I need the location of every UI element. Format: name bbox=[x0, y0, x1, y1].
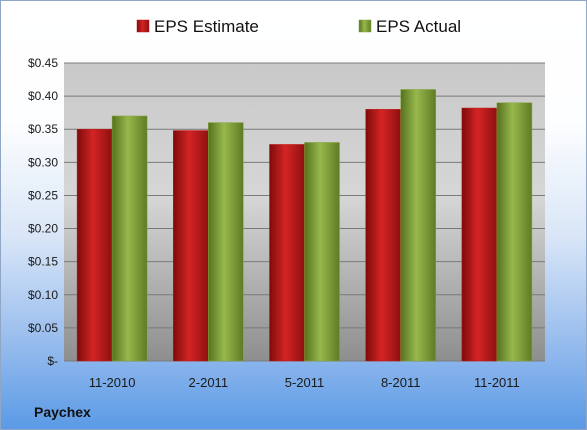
x-tick-label: 5-2011 bbox=[285, 375, 325, 390]
eps-estimate-bar bbox=[365, 109, 401, 362]
legend-label: EPS Actual bbox=[376, 17, 461, 36]
eps-estimate-bar bbox=[76, 128, 113, 362]
y-tick-label: $0.05 bbox=[28, 321, 58, 335]
eps-actual-bar bbox=[208, 122, 244, 362]
eps-estimate-bar bbox=[173, 130, 209, 362]
y-tick-label: $0.40 bbox=[28, 89, 58, 103]
eps-actual-bar bbox=[111, 115, 148, 362]
y-tick-label: $0.30 bbox=[28, 155, 58, 169]
x-tick-label: 2-2011 bbox=[189, 375, 229, 390]
x-tick-label: 11-2011 bbox=[474, 375, 520, 390]
legend-label: EPS Estimate bbox=[154, 17, 259, 36]
y-tick-label: $0.45 bbox=[28, 56, 58, 70]
legend-swatch bbox=[136, 19, 150, 33]
eps-actual-bar bbox=[496, 102, 533, 362]
x-tick-label: 11-2010 bbox=[89, 375, 136, 390]
y-tick-label: $0.10 bbox=[28, 288, 58, 302]
legend: EPS Estimate EPS Actual bbox=[136, 17, 461, 36]
y-tick-label: $0.20 bbox=[28, 222, 58, 236]
eps-actual-bar bbox=[400, 89, 436, 362]
legend-swatch bbox=[358, 19, 372, 33]
y-tick-label: $0.35 bbox=[28, 122, 58, 136]
y-tick-label: $0.25 bbox=[28, 188, 58, 202]
y-tick-label: $0.15 bbox=[28, 255, 58, 269]
y-tick-label: $- bbox=[47, 354, 58, 368]
eps-actual-bar bbox=[304, 142, 340, 362]
eps-estimate-bar bbox=[461, 107, 498, 362]
company-label: Paychex bbox=[34, 404, 91, 420]
eps-estimate-bar bbox=[269, 144, 305, 362]
x-tick-label: 8-2011 bbox=[381, 375, 421, 390]
